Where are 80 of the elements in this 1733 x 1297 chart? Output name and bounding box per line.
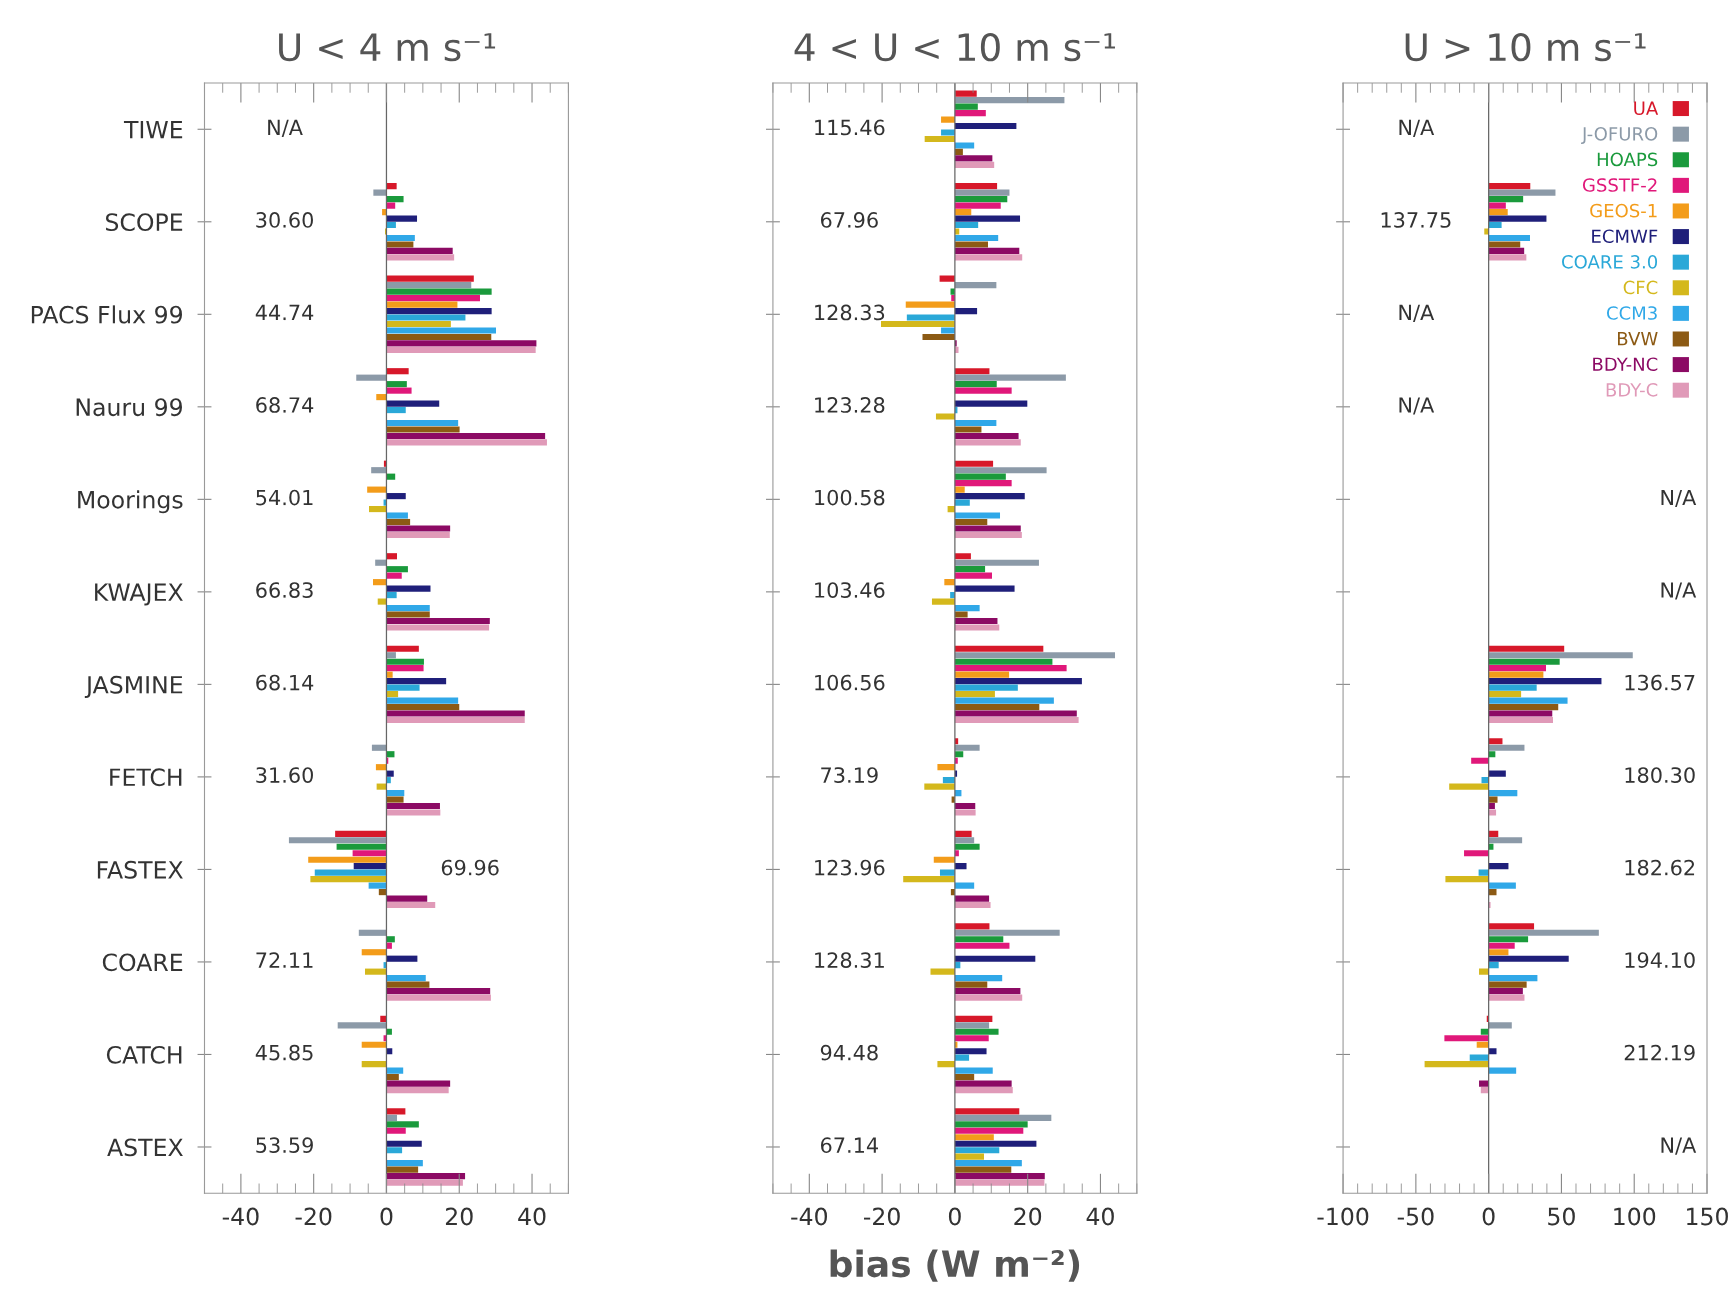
annotation: 136.57 — [1625, 674, 1695, 691]
legend-label: BDY-NC — [1593, 357, 1658, 372]
y-tick-label: CATCH — [106, 1045, 182, 1064]
annotation: 67.96 — [820, 212, 878, 228]
y-tick-label: SCOPE — [106, 213, 183, 232]
x-axis-title: bias (W m⁻²) — [830, 1249, 1080, 1282]
annotation: 100.58 — [815, 489, 885, 506]
y-tick-label: Nauru 99 — [76, 398, 182, 417]
annotation: 115.46 — [815, 119, 885, 136]
legend-label: CCM3 — [1606, 306, 1657, 320]
annotation: 137.75 — [1381, 212, 1451, 228]
legend-label: J-OFURO — [1581, 126, 1658, 144]
annotation: 66.83 — [256, 582, 313, 598]
annotation: N/A — [1661, 582, 1697, 600]
legend-label: HOAPS — [1597, 152, 1658, 167]
annotation: 194.10 — [1625, 952, 1695, 968]
annotation: 128.33 — [815, 304, 885, 321]
annotation: 123.96 — [815, 859, 885, 876]
annotation: N/A — [1399, 119, 1435, 137]
legend-label: ECMWF — [1592, 229, 1658, 244]
annotation: 123.28 — [815, 397, 885, 413]
annotation: 212.19 — [1624, 1044, 1695, 1061]
annotation: 69.96 — [441, 859, 499, 876]
legend-label: UA — [1634, 101, 1659, 116]
y-tick-label: ASTEX — [107, 1138, 183, 1157]
annotation: 72.11 — [256, 952, 313, 968]
annotation: 31.60 — [256, 767, 313, 783]
y-tick-label: KWAJEX — [95, 583, 183, 606]
annotation: 94.48 — [820, 1044, 878, 1061]
x-tick-label: 150 — [1687, 1207, 1728, 1226]
legend-label: BVW — [1618, 332, 1658, 346]
annotation: 53.59 — [256, 1137, 313, 1154]
annotation: N/A — [1399, 304, 1435, 322]
annotation: 103.46 — [815, 582, 885, 598]
x-tick-label: -40 — [791, 1207, 828, 1226]
annotation: N/A — [268, 119, 303, 137]
y-tick-label: FASTEX — [97, 860, 183, 879]
annotation: 44.74 — [255, 304, 314, 321]
legend-label: GEOS-1 — [1590, 203, 1657, 218]
annotation: 68.74 — [256, 397, 314, 413]
y-tick-label: COARE — [102, 953, 183, 972]
annotation: 73.19 — [821, 767, 878, 783]
x-tick-label: 0 — [948, 1207, 961, 1226]
y-tick-label: JASMINE — [84, 675, 183, 699]
annotation: 182.62 — [1625, 859, 1695, 876]
annotation: 67.14 — [820, 1137, 878, 1154]
annotation: N/A — [1661, 1137, 1697, 1155]
annotation: 68.14 — [256, 674, 314, 691]
y-tick-label: PACS Flux 99 — [31, 305, 182, 324]
annotation: 106.56 — [815, 674, 885, 691]
legend-label: CFC — [1623, 280, 1658, 295]
y-tick-label: Moorings — [78, 490, 183, 514]
annotation: 30.60 — [256, 212, 313, 228]
x-tick-label: -20 — [863, 1207, 900, 1226]
legend-label: BDY-C — [1606, 383, 1658, 397]
chart-title: U > 10 m s⁻¹ — [1405, 32, 1646, 62]
chart-title: U < 4 m s⁻¹ — [279, 33, 496, 62]
x-tick-label: -100 — [1317, 1207, 1369, 1226]
x-tick-label: 20 — [1014, 1207, 1042, 1226]
legend-label: GSSTF-2 — [1582, 178, 1657, 192]
x-tick-label: 40 — [518, 1207, 546, 1226]
y-tick-label: TIWE — [123, 121, 183, 139]
annotation: 45.85 — [255, 1044, 313, 1061]
x-tick-label: 0 — [380, 1207, 393, 1226]
chart-title: 4 < U < 10 m s⁻¹ — [794, 32, 1115, 62]
x-tick-label: 0 — [1482, 1207, 1495, 1226]
annotation: N/A — [1399, 397, 1435, 415]
annotation: N/A — [1661, 489, 1697, 508]
annotation: 180.30 — [1625, 767, 1695, 783]
legend-label: COARE 3.0 — [1562, 255, 1658, 269]
x-tick-label: 20 — [445, 1207, 473, 1226]
x-tick-label: 50 — [1548, 1207, 1575, 1226]
x-tick-label: 100 — [1614, 1207, 1656, 1226]
x-tick-label: 40 — [1086, 1207, 1114, 1226]
x-tick-label: -50 — [1397, 1207, 1434, 1226]
annotation: 54.01 — [256, 489, 313, 506]
annotation: 128.31 — [815, 952, 884, 968]
x-tick-label: -20 — [295, 1207, 332, 1226]
y-tick-label: FETCH — [110, 768, 182, 787]
x-tick-label: -40 — [222, 1207, 259, 1226]
